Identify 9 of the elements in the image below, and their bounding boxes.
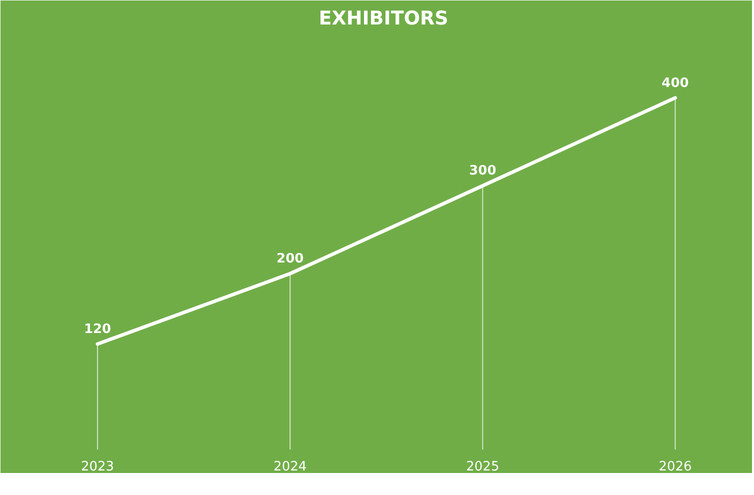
x-tick-label: 2026 [658,460,692,474]
data-label: 200 [276,252,304,267]
chart-title: EXHIBITORS [318,8,448,30]
data-label: 300 [469,164,496,179]
x-tick-label: 2025 [466,460,500,474]
x-tick-label: 2023 [80,460,114,474]
data-label: 120 [84,322,112,337]
data-label: 400 [662,76,689,91]
x-tick-label: 2024 [274,460,307,474]
